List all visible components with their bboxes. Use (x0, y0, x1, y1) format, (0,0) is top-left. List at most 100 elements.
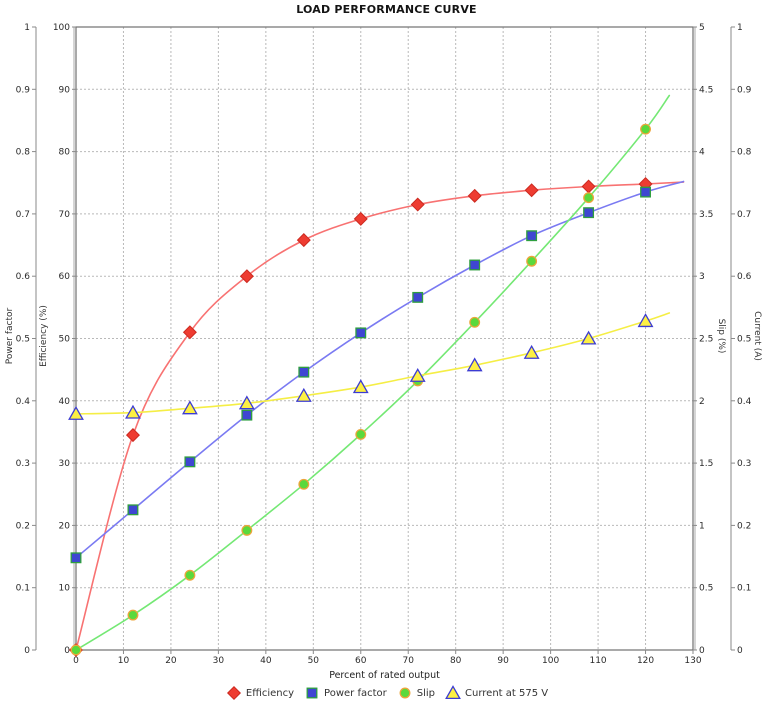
current-tick-label: 0.8 (737, 148, 752, 158)
efficiency-tick-label: 50 (59, 335, 71, 345)
power-factor-tick-label: 0.7 (16, 210, 30, 220)
efficiency-tick-label: 60 (59, 272, 71, 282)
efficiency-tick-label: 70 (59, 210, 71, 220)
series-marker-slip (298, 478, 310, 490)
power-factor-tick-label: 0.6 (16, 272, 31, 282)
series-marker-power-factor (469, 259, 481, 271)
power-factor-tick-label: 0.5 (16, 335, 30, 345)
x-tick-label: 0 (73, 656, 79, 666)
series-line-slip (75, 94, 671, 651)
current-tick-label: 0.1 (737, 584, 751, 594)
x-tick-label: 10 (118, 656, 130, 666)
series-marker-power-factor (640, 186, 651, 198)
series-marker-slip (70, 644, 82, 656)
power-factor-square-icon (303, 685, 321, 701)
series-marker-slip (355, 428, 367, 440)
power-factor-tick-label: 0.9 (16, 85, 31, 95)
square-marker-glyph (306, 687, 318, 699)
series-marker-efficiency (467, 188, 482, 203)
series-marker-efficiency (353, 211, 368, 226)
slip-tick-label: 0.5 (699, 584, 713, 594)
series-marker-current-at-575-v (68, 405, 84, 420)
current-triangle-icon (444, 685, 462, 701)
series-marker-power-factor (355, 327, 367, 339)
series-marker-current-at-575-v (181, 400, 198, 415)
series-marker-current-at-575-v (352, 379, 369, 394)
series-marker-slip (583, 192, 595, 204)
series-marker-current-at-575-v (580, 330, 597, 345)
series-marker-power-factor (526, 230, 538, 242)
slip-tick-label: 1 (699, 521, 705, 531)
power-factor-tick-label: 0.4 (16, 397, 31, 407)
slip-tick-label: 5 (699, 23, 705, 33)
current-tick-label: 0.3 (737, 459, 751, 469)
series-marker-power-factor (70, 552, 82, 564)
series-marker-power-factor (298, 366, 310, 378)
legend-item-slip: Slip (396, 685, 435, 701)
power-factor-tick-label: 1 (24, 23, 30, 33)
series-marker-current-at-575-v (409, 367, 426, 382)
x-tick-label: 100 (542, 656, 559, 666)
current-tick-label: 0 (737, 646, 743, 656)
series-marker-current-at-575-v (238, 395, 255, 410)
legend-label-current: Current at 575 V (465, 687, 549, 699)
series-line-power-factor (75, 180, 685, 559)
current-tick-label: 0.5 (737, 335, 751, 345)
efficiency-tick-label: 10 (59, 584, 71, 594)
legend-label-efficiency: Efficiency (245, 687, 295, 699)
power-factor-tick-label: 0.3 (16, 459, 30, 469)
legend-item-efficiency: Efficiency (225, 685, 294, 701)
x-tick-label: 80 (450, 656, 462, 666)
series-marker-slip (127, 609, 139, 621)
slip-tick-label: 4.5 (699, 85, 713, 95)
x-tick-label: 30 (213, 656, 225, 666)
legend-label-slip: Slip (416, 687, 436, 699)
diamond-marker-glyph (226, 685, 241, 701)
series-marker-slip (640, 123, 651, 135)
power-factor-tick-label: 0.2 (16, 521, 30, 531)
series-marker-efficiency (182, 325, 197, 340)
current-tick-label: 0.4 (737, 397, 752, 407)
current-tick-label: 0.2 (737, 521, 751, 531)
efficiency-tick-label: 90 (59, 85, 71, 95)
series-marker-current-at-575-v (523, 344, 540, 359)
legend-label-power-factor: Power factor (324, 687, 387, 699)
series-marker-slip (184, 569, 196, 581)
slip-tick-label: 3 (699, 272, 705, 282)
slip-tick-label: 0 (699, 646, 705, 656)
series-marker-efficiency (410, 197, 425, 212)
efficiency-tick-label: 20 (59, 521, 71, 531)
efficiency-tick-label: 40 (59, 397, 71, 407)
efficiency-tick-label: 100 (53, 23, 70, 33)
series-marker-efficiency (239, 269, 254, 284)
series-marker-slip (526, 255, 538, 267)
legend-item-current: Current at 575 V (444, 685, 548, 701)
slip-tick-label: 4 (699, 148, 705, 158)
series-marker-slip (241, 524, 253, 536)
series-marker-slip (469, 316, 481, 328)
circle-marker-glyph (399, 687, 411, 699)
x-tick-label: 70 (403, 656, 415, 666)
x-tick-label: 130 (684, 656, 701, 666)
series-marker-efficiency (581, 179, 596, 194)
efficiency-tick-label: 0 (64, 646, 70, 656)
triangle-marker-glyph (445, 685, 461, 700)
chart-title: LOAD PERFORMANCE CURVE (296, 3, 477, 16)
x-tick-label: 90 (497, 656, 509, 666)
power-factor-tick-label: 0 (24, 646, 30, 656)
series-marker-current-at-575-v (125, 404, 141, 419)
slip-tick-label: 2.5 (699, 335, 713, 345)
series-line-current-at-575-v (75, 312, 671, 415)
x-tick-label: 110 (589, 656, 606, 666)
efficiency-tick-label: 80 (59, 148, 71, 158)
current-tick-label: 0.7 (737, 210, 751, 220)
series-marker-power-factor (583, 207, 595, 219)
x-tick-label: 40 (260, 656, 272, 666)
x-tick-label: 20 (165, 656, 177, 666)
efficiency-tick-label: 30 (59, 459, 71, 469)
current-tick-label: 0.9 (737, 85, 752, 95)
legend: Efficiency Power factor Slip Current at … (0, 685, 773, 701)
x-tick-label: 50 (308, 656, 320, 666)
